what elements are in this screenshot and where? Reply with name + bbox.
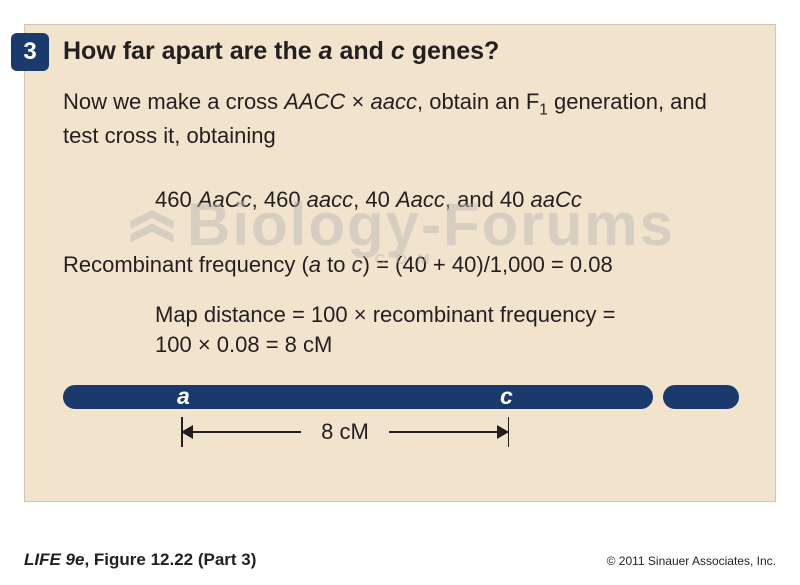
intro-cross-1: AACC: [284, 89, 345, 114]
bracket-line-left: [181, 431, 301, 433]
intro-subscript: 1: [539, 101, 548, 118]
intro-part-1: Now we make a cross: [63, 89, 284, 114]
intro-cross-2: aacc: [371, 89, 417, 114]
intro-text: Now we make a cross AACC × aacc, obtain …: [63, 87, 743, 151]
rf-a: a: [309, 252, 321, 277]
step-badge: 3: [11, 33, 49, 71]
chromosome-diagram: [63, 385, 739, 409]
intro-part-2: , obtain an F: [417, 89, 539, 114]
md-line-1: Map distance = 100 × recombinant frequen…: [155, 302, 615, 327]
md-line-2: 100 × 0.08 = 8 cM: [155, 332, 332, 357]
chromosome-arm-right: [663, 385, 739, 409]
offspring-counts: 460 AaCc, 460 aacc, 40 Aacc, and 40 aaCc: [155, 185, 582, 215]
footer-life: LIFE 9e: [24, 550, 84, 569]
distance-bracket: 8 cM: [181, 417, 509, 457]
chromosome-arm-left: [63, 385, 653, 409]
map-distance: Map distance = 100 × recombinant frequen…: [155, 300, 715, 359]
off-3: , 40: [353, 187, 396, 212]
heading-text-2: and: [333, 37, 391, 65]
geno-2: aacc: [307, 187, 353, 212]
heading-text-1: How far apart are the: [63, 37, 319, 65]
recombinant-frequency: Recombinant frequency (a to c) = (40 + 4…: [63, 250, 613, 280]
rf-1: Recombinant frequency (: [63, 252, 309, 277]
gene-c-locus: c: [500, 383, 513, 410]
heading-text-3: genes?: [405, 37, 499, 65]
off-4: , and 40: [445, 187, 531, 212]
gene-a-locus: a: [177, 383, 190, 410]
off-1: 460: [155, 187, 198, 212]
footer-copyright: © 2011 Sinauer Associates, Inc.: [607, 554, 776, 568]
rf-2: to: [321, 252, 352, 277]
footer-fignum: , Figure 12.22 (Part 3): [84, 550, 256, 569]
bracket-arrow-right: [497, 425, 509, 439]
panel-heading: How far apart are the a and c genes?: [63, 37, 499, 66]
off-2: , 460: [252, 187, 307, 212]
distance-label: 8 cM: [309, 419, 381, 445]
rf-c: c: [352, 252, 363, 277]
geno-1: AaCc: [198, 187, 252, 212]
footer-figure-label: LIFE 9e, Figure 12.22 (Part 3): [24, 550, 256, 570]
geno-3: Aacc: [396, 187, 445, 212]
bracket-line-right: [389, 431, 509, 433]
intro-times: ×: [345, 89, 370, 114]
content-panel: 3 How far apart are the a and c genes? N…: [24, 24, 776, 502]
rf-3: ) = (40 + 40)/1,000 = 0.08: [363, 252, 613, 277]
geno-4: aaCc: [531, 187, 582, 212]
heading-gene-a: a: [319, 37, 333, 65]
heading-gene-c: c: [391, 37, 405, 65]
